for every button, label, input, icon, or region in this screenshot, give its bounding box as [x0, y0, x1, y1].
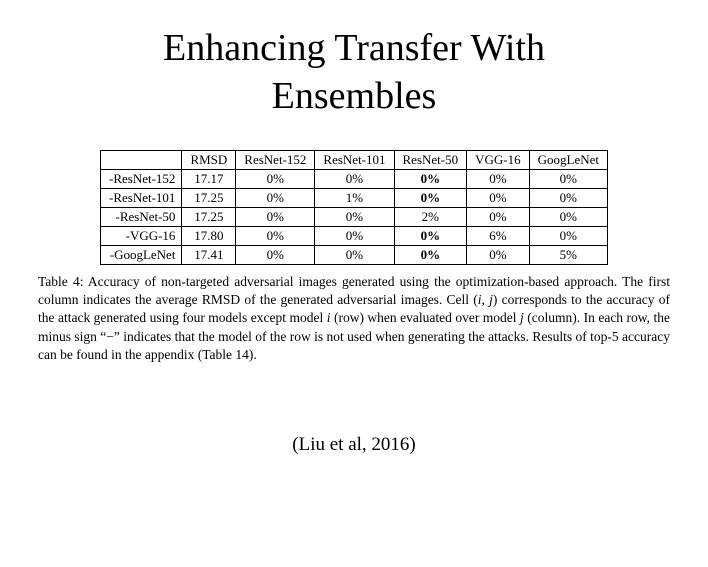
header-rmsd: RMSD [182, 151, 236, 170]
value-cell: 0% [236, 246, 315, 265]
rmsd-cell: 17.41 [182, 246, 236, 265]
rmsd-cell: 17.25 [182, 208, 236, 227]
row-label: -ResNet-152 [101, 170, 182, 189]
value-cell: 0% [529, 170, 607, 189]
row-label: -ResNet-50 [101, 208, 182, 227]
table-row: -GoogLeNet17.410%0%0%0%5% [101, 246, 608, 265]
value-cell: 0% [529, 208, 607, 227]
table-header-row: RMSD ResNet-152 ResNet-101 ResNet-50 VGG… [101, 151, 608, 170]
citation: (Liu et al, 2016) [30, 434, 678, 456]
value-cell: 0% [394, 227, 467, 246]
value-cell: 0% [467, 170, 530, 189]
table-row: -ResNet-5017.250%0%2%0%0% [101, 208, 608, 227]
table-row: -VGG-1617.800%0%0%6%0% [101, 227, 608, 246]
value-cell: 0% [315, 208, 394, 227]
value-cell: 0% [529, 227, 607, 246]
value-cell: 0% [315, 170, 394, 189]
title-line-2: Ensembles [272, 75, 437, 117]
value-cell: 0% [394, 246, 467, 265]
rmsd-cell: 17.17 [182, 170, 236, 189]
value-cell: 0% [529, 189, 607, 208]
row-label: -ResNet-101 [101, 189, 182, 208]
table-body: -ResNet-15217.170%0%0%0%0%-ResNet-10117.… [101, 170, 608, 265]
value-cell: 0% [467, 246, 530, 265]
rmsd-cell: 17.25 [182, 189, 236, 208]
value-cell: 0% [315, 246, 394, 265]
header-resnet152: ResNet-152 [236, 151, 315, 170]
page-title: Enhancing Transfer With Ensembles [30, 25, 678, 120]
value-cell: 0% [467, 208, 530, 227]
rmsd-cell: 17.80 [182, 227, 236, 246]
value-cell: 0% [394, 170, 467, 189]
value-cell: 0% [394, 189, 467, 208]
value-cell: 0% [236, 189, 315, 208]
table-caption: Table 4: Accuracy of non-targeted advers… [38, 273, 670, 364]
value-cell: 0% [467, 189, 530, 208]
table-row: -ResNet-10117.250%1%0%0%0% [101, 189, 608, 208]
value-cell: 0% [315, 227, 394, 246]
table-row: -ResNet-15217.170%0%0%0%0% [101, 170, 608, 189]
header-vgg16: VGG-16 [467, 151, 530, 170]
value-cell: 0% [236, 170, 315, 189]
value-cell: 0% [236, 208, 315, 227]
row-label: -GoogLeNet [101, 246, 182, 265]
accuracy-table: RMSD ResNet-152 ResNet-101 ResNet-50 VGG… [100, 150, 608, 265]
header-resnet50: ResNet-50 [394, 151, 467, 170]
header-resnet101: ResNet-101 [315, 151, 394, 170]
title-line-1: Enhancing Transfer With [163, 27, 545, 69]
row-label: -VGG-16 [101, 227, 182, 246]
value-cell: 5% [529, 246, 607, 265]
value-cell: 1% [315, 189, 394, 208]
value-cell: 2% [394, 208, 467, 227]
value-cell: 0% [236, 227, 315, 246]
header-googlenet: GoogLeNet [529, 151, 607, 170]
header-blank [101, 151, 182, 170]
table-container: RMSD ResNet-152 ResNet-101 ResNet-50 VGG… [30, 150, 678, 265]
value-cell: 6% [467, 227, 530, 246]
